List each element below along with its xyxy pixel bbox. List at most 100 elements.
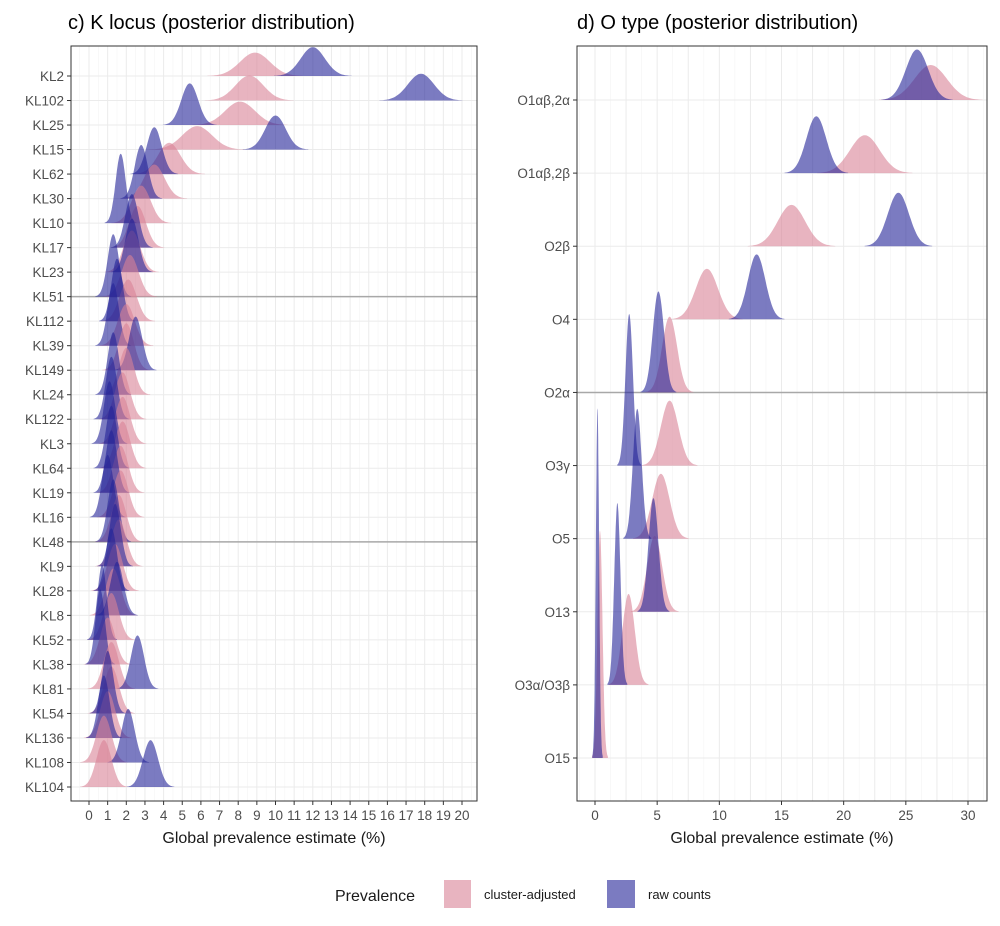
y-tick-label: O4: [552, 312, 571, 327]
y-tick-label: KL62: [32, 167, 64, 182]
y-tick-label: KL52: [32, 633, 64, 648]
ridge-cluster-adjusted-O3γ: [641, 400, 698, 466]
ridge-raw-counts-O1αβ,2α: [881, 49, 953, 100]
x-tick-label: 10: [268, 808, 283, 823]
y-tick-label: KL38: [32, 657, 64, 672]
y-tick-label: KL136: [25, 731, 64, 746]
legend-title: Prevalence: [335, 888, 415, 905]
x-tick-label: 15: [774, 808, 789, 823]
y-tick-label: KL81: [32, 682, 64, 697]
x-tick-label: 13: [324, 808, 339, 823]
panel-border: [70, 45, 478, 802]
legend-label-cluster-adjusted: cluster-adjusted: [484, 887, 576, 902]
ridge-raw-counts-KL38: [85, 589, 116, 665]
ridge-cluster-adjusted-KL2: [207, 52, 303, 76]
ridge-raw-counts-O2α: [640, 291, 677, 393]
x-tick-label: 2: [123, 808, 131, 823]
panel-0: c) K locus (posterior distribution) KL2 KL…: [25, 12, 478, 847]
y-tick-label: KL54: [32, 706, 64, 721]
y-tick-label: KL104: [25, 780, 65, 795]
x-tick-label: 20: [454, 808, 469, 823]
y-tick-label: KL122: [25, 412, 64, 427]
x-tick-label: 0: [591, 808, 599, 823]
x-tick-label: 20: [836, 808, 851, 823]
x-tick-label: 7: [216, 808, 224, 823]
ridge-raw-counts-KL136: [86, 675, 122, 738]
ridge-cluster-adjusted-KL108: [80, 715, 128, 763]
x-tick-label: 16: [380, 808, 395, 823]
x-tick-label: 17: [399, 808, 414, 823]
panel-title: c) K locus (posterior distribution): [68, 12, 355, 34]
x-tick-label: 5: [178, 808, 186, 823]
x-tick-label: 5: [653, 808, 661, 823]
ridge-raw-counts-KL2: [274, 47, 352, 76]
ridge-cluster-adjusted-KL25: [192, 101, 288, 125]
x-axis-title: Global prevalence estimate (%): [162, 830, 385, 847]
ridge-raw-counts-O5: [623, 408, 652, 539]
x-tick-label: 30: [960, 808, 975, 823]
x-tick-label: 8: [234, 808, 242, 823]
ridge-raw-counts-KL81: [116, 635, 159, 689]
x-tick-label: 6: [197, 808, 205, 823]
ridge-raw-counts-O15: [592, 408, 603, 758]
x-tick-label: 9: [253, 808, 261, 823]
y-tick-label: KL102: [25, 94, 64, 109]
y-tick-label: O3α/O3β: [515, 678, 571, 693]
y-tick-label: O1αβ,2α: [517, 93, 570, 108]
x-tick-label: 25: [898, 808, 913, 823]
x-tick-label: 3: [141, 808, 149, 823]
legend-swatch-raw-counts: [607, 880, 635, 908]
y-tick-label: O2β: [544, 239, 570, 254]
ridge-raw-counts-O1αβ,2β: [784, 116, 849, 174]
x-tick-label: 12: [305, 808, 320, 823]
ridge-cluster-adjusted-O1αβ,2β: [817, 135, 913, 174]
ridges: [592, 49, 983, 758]
y-tick-label: KL8: [40, 608, 64, 623]
y-tick-label: O15: [544, 751, 570, 766]
panel-1: d) O type (posterior distribution) O1αβ,2…: [515, 12, 988, 847]
y-tick-label: KL64: [32, 461, 64, 476]
ridge-raw-counts-KL15: [242, 115, 309, 150]
ridge-raw-counts-KL25: [162, 83, 217, 125]
x-tick-label: 19: [436, 808, 451, 823]
y-tick-label: O1αβ,2β: [517, 166, 570, 181]
x-tick-label: 14: [343, 808, 359, 823]
y-tick-label: KL19: [32, 486, 64, 501]
y-tick-label: KL23: [32, 265, 64, 280]
y-tick-label: KL28: [32, 584, 64, 599]
y-tick-label: KL9: [40, 559, 64, 574]
y-tick-label: KL2: [40, 69, 64, 84]
y-tick-label: KL24: [32, 388, 64, 403]
y-tick-label: KL108: [25, 755, 64, 770]
y-tick-label: KL16: [32, 510, 64, 525]
panel-title: d) O type (posterior distribution): [577, 12, 858, 34]
y-tick-label: KL17: [32, 241, 64, 256]
x-tick-label: 4: [160, 808, 168, 823]
ridges: [80, 47, 463, 787]
ridge-raw-counts-O13: [637, 498, 670, 612]
ridge-cluster-adjusted-O5: [633, 473, 689, 539]
y-tick-label: O13: [544, 605, 570, 620]
x-tick-label: 10: [712, 808, 727, 823]
ridge-raw-counts-O2β: [864, 192, 933, 247]
ridge-raw-counts-KL23: [111, 218, 153, 273]
y-tick-label: KL30: [32, 192, 64, 207]
ridge-raw-counts-O3α/O3β: [607, 503, 628, 685]
x-axis-title: Global prevalence estimate (%): [670, 830, 893, 847]
x-tick-label: 11: [287, 808, 301, 823]
y-tick-label: KL25: [32, 118, 64, 133]
x-tick-label: 15: [361, 808, 376, 823]
ridge-raw-counts-KL104: [126, 740, 175, 787]
x-tick-label: 18: [417, 808, 432, 823]
y-tick-label: KL112: [26, 314, 64, 329]
ridge-raw-counts-O4: [728, 254, 785, 320]
y-tick-label: KL15: [32, 143, 64, 158]
y-tick-label: KL149: [25, 363, 64, 378]
y-tick-label: O3γ: [545, 459, 570, 474]
ridge-raw-counts-KL30: [120, 145, 163, 199]
y-tick-label: KL39: [32, 339, 64, 354]
x-tick-label: 1: [104, 808, 112, 823]
y-tick-label: KL51: [32, 290, 64, 305]
